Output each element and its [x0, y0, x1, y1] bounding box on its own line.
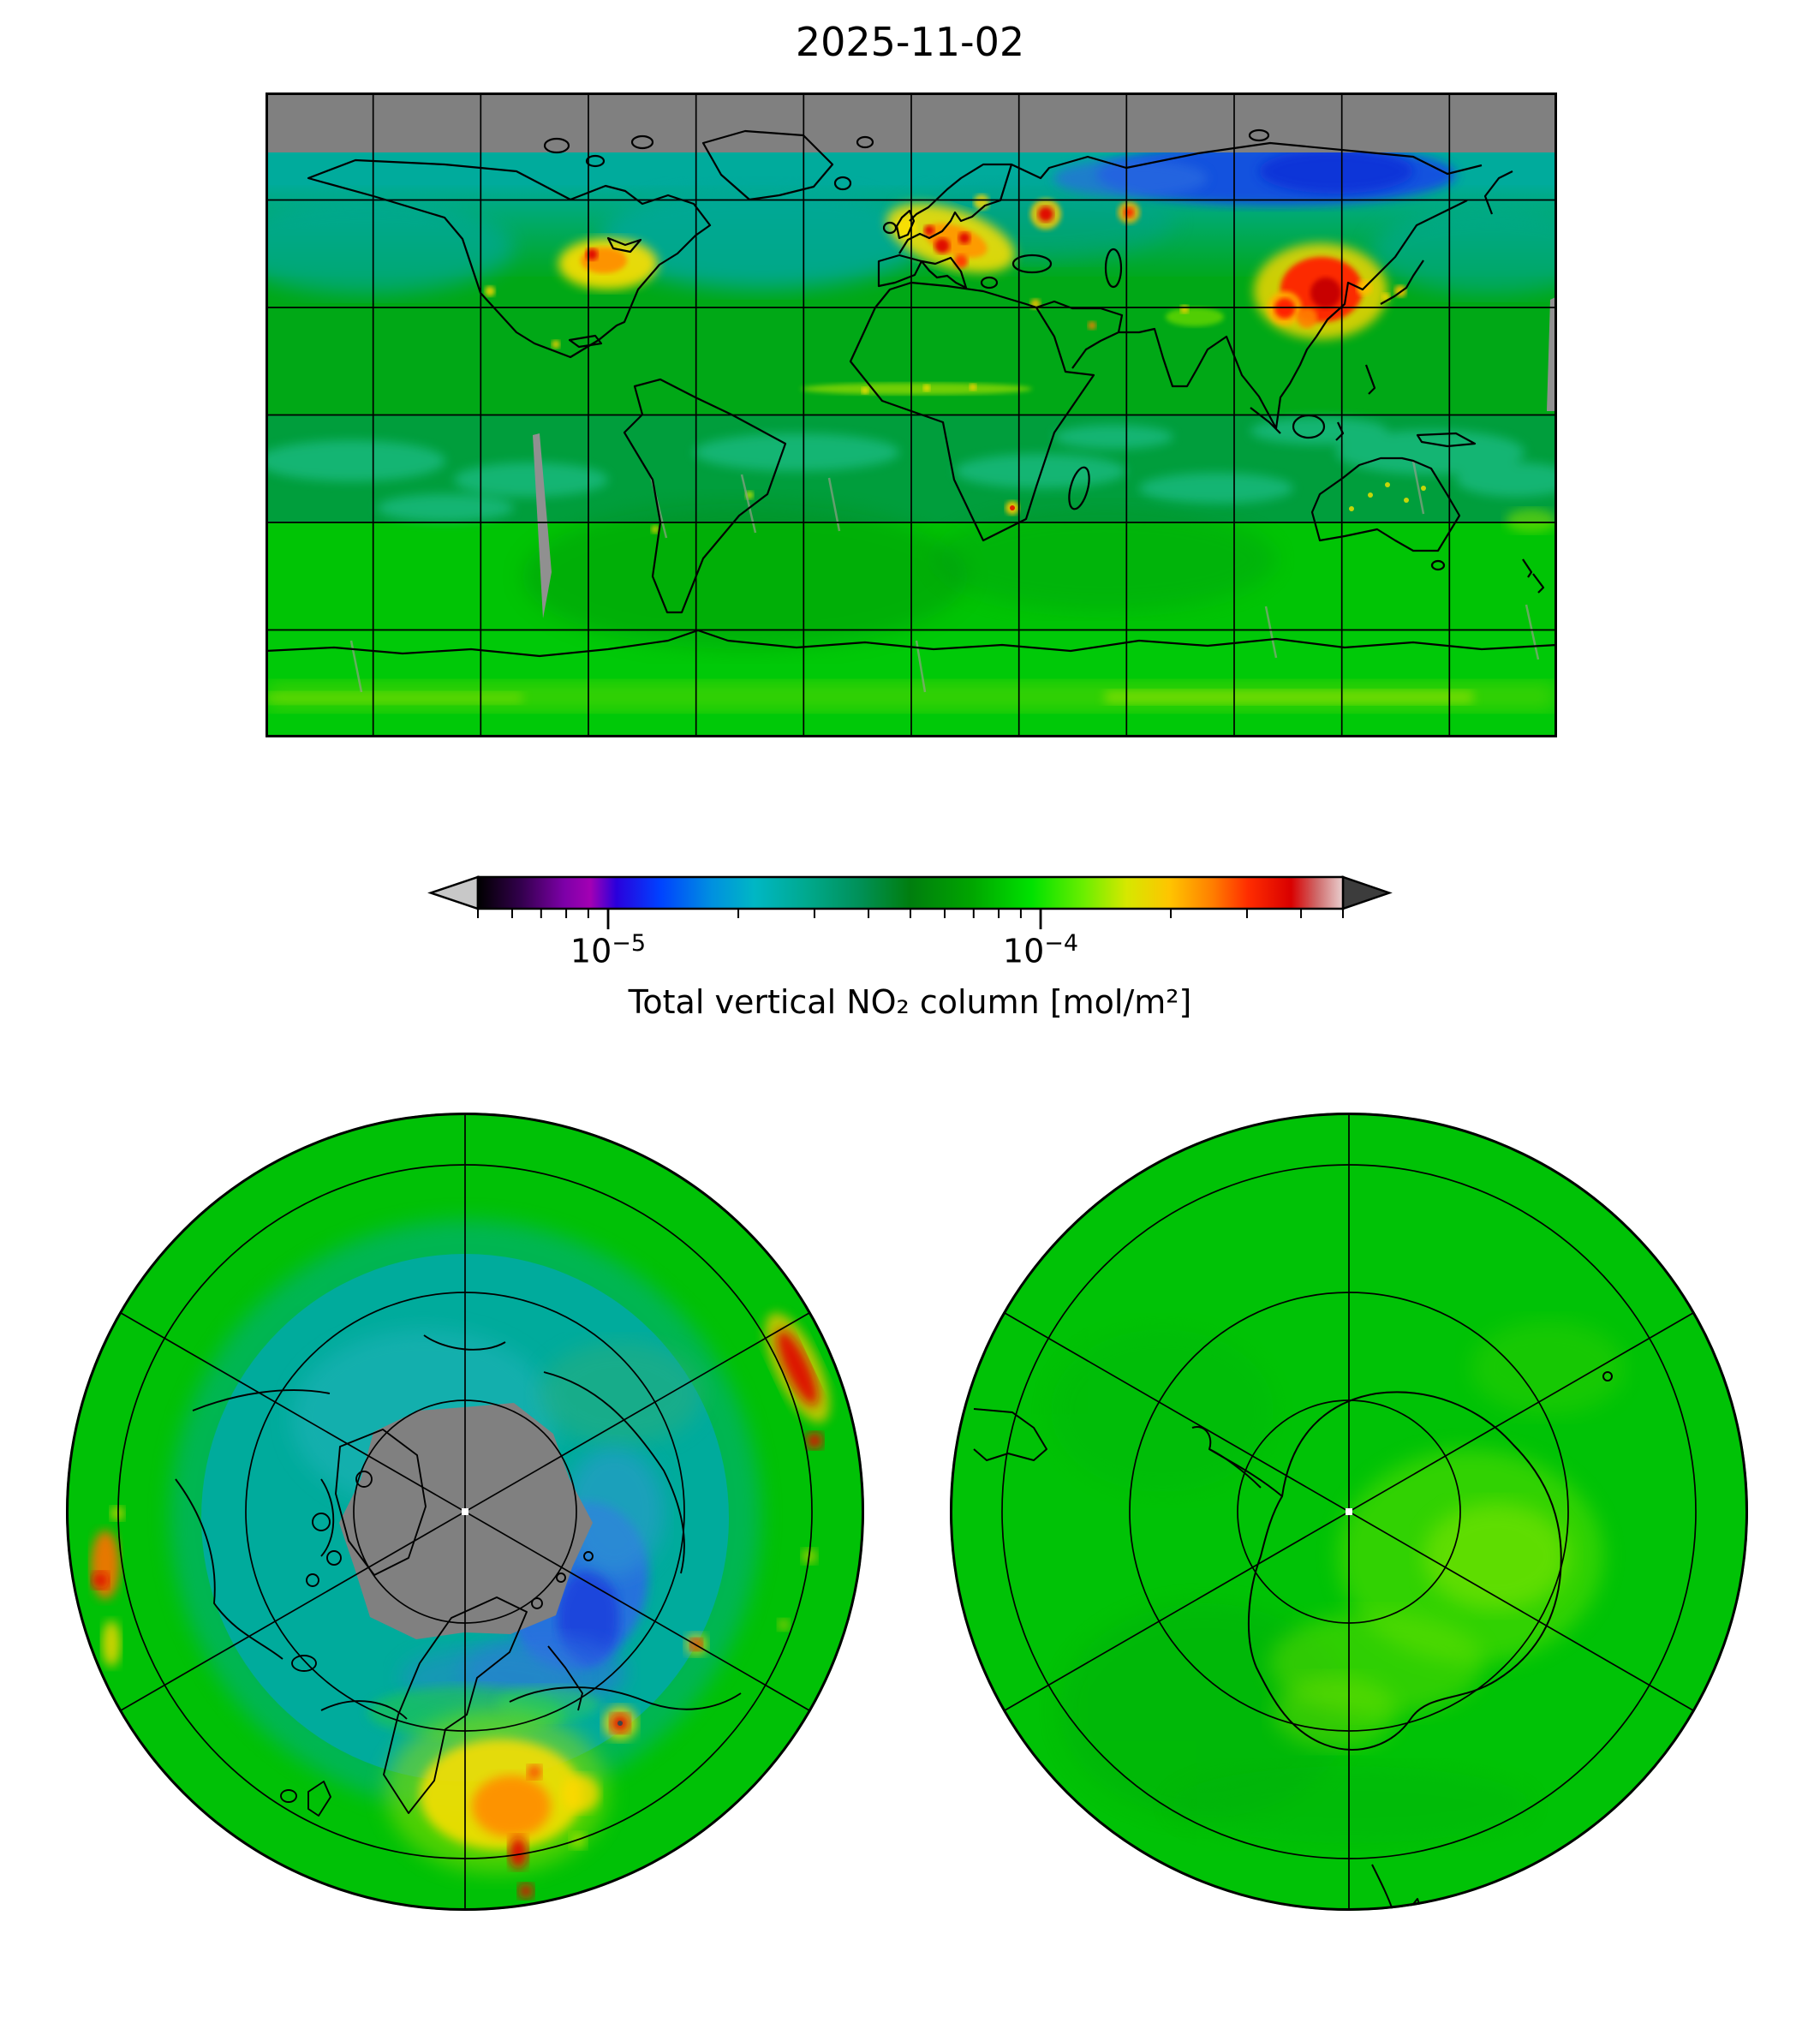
south-panel-border [950, 1113, 1748, 1911]
north-panel-border [66, 1113, 864, 1911]
south-polar-panel [950, 1113, 1748, 1911]
south-pole-marker [1346, 1508, 1352, 1515]
figure-title: 2025-11-02 [795, 19, 1025, 65]
global-graticule [266, 92, 1557, 737]
colorbar-tick-label-1e-4: 10−4 [1002, 930, 1079, 970]
colorbar-extend-under-arrow [427, 875, 480, 910]
colorbar-gradient [476, 875, 1345, 910]
colorbar-extend-over-arrow [1341, 875, 1393, 910]
colorbar-tick-label-1e-5: 10−5 [570, 930, 647, 970]
south-bright-patch [1269, 1321, 1625, 1748]
north-polar-panel [66, 1113, 864, 1911]
colorbar [427, 875, 1393, 929]
colorbar-ticks [477, 909, 1344, 929]
global-map-panel [266, 92, 1557, 737]
global-map-border [266, 92, 1557, 737]
north-hotspots [91, 1312, 830, 1899]
colorbar-label: Total vertical NO₂ column [mol/m²] [628, 983, 1192, 1021]
north-pole-marker [462, 1508, 468, 1515]
north-no-data-cap [339, 1403, 593, 1639]
global-coastlines [266, 128, 1557, 658]
